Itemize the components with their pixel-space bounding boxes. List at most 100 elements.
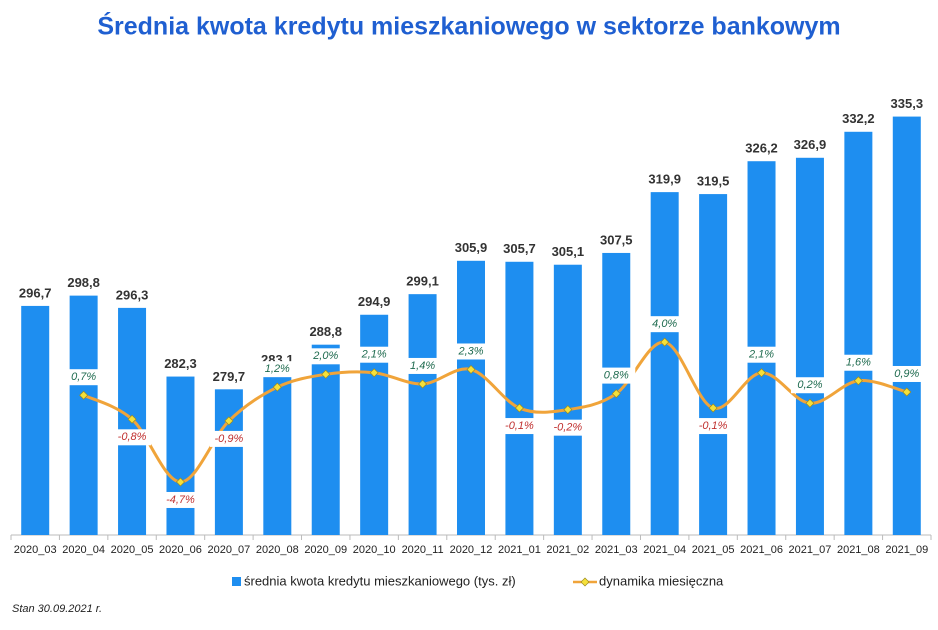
x-tick-label: 2021_05 — [692, 544, 735, 556]
line-label-bg — [161, 491, 200, 508]
x-tick-label: 2021_07 — [789, 544, 832, 556]
bar — [69, 295, 98, 535]
line-value-label: -4,7% — [166, 494, 195, 506]
bar — [650, 192, 679, 535]
bar-value-label: 332,2 — [842, 111, 875, 126]
chart-title: Średnia kwota kredytu mieszkaniowego w s… — [97, 11, 840, 41]
bar-value-label: 296,3 — [116, 287, 149, 302]
x-tick-label: 2020_06 — [159, 544, 202, 556]
x-tick-label: 2020_05 — [111, 544, 154, 556]
bar — [263, 372, 292, 535]
line-marker — [708, 403, 718, 413]
line-value-label: -0,1% — [505, 420, 534, 432]
bar-value-label: 296,7 — [19, 285, 52, 300]
bar-value-label: 298,8 — [67, 275, 100, 290]
x-tick-label: 2021_06 — [740, 544, 783, 556]
bar — [844, 131, 873, 536]
line-marker — [563, 405, 573, 415]
x-tick-label: 2020_10 — [353, 544, 396, 556]
line-marker — [902, 387, 912, 397]
x-tick-label: 2021_08 — [837, 544, 880, 556]
line-label-bg — [452, 343, 490, 360]
x-tick-label: 2021_04 — [643, 544, 686, 556]
x-tick-label: 2020_08 — [256, 544, 299, 556]
line-label-bg — [790, 377, 829, 394]
line-marker — [272, 382, 282, 392]
bar — [21, 305, 50, 535]
bar-value-label: 299,1 — [406, 274, 439, 289]
line-marker — [757, 368, 767, 378]
line-value-label: 0,2% — [797, 379, 822, 391]
line-label-bg — [113, 429, 152, 446]
bar — [408, 294, 437, 535]
line-label-bg — [209, 430, 248, 447]
bar-value-label: 335,3 — [891, 96, 924, 111]
bar — [505, 261, 534, 535]
line-label-bg — [64, 369, 103, 386]
line-value-label: 0,9% — [894, 368, 919, 380]
bar — [795, 157, 824, 535]
line-marker — [805, 398, 815, 408]
line-label-bg — [403, 357, 442, 374]
line-marker — [466, 364, 476, 374]
x-tick-label: 2021_01 — [498, 544, 541, 556]
line-value-label: 4,0% — [652, 318, 677, 330]
line-value-label: -0,1% — [699, 420, 728, 432]
bar-value-label: 307,5 — [600, 232, 633, 247]
x-tick-label: 2020_12 — [450, 544, 493, 556]
bar-value-label: 282,3 — [164, 356, 197, 371]
x-tick-label: 2021_02 — [546, 544, 589, 556]
line-marker — [321, 369, 331, 379]
line-value-label: 1,2% — [265, 363, 290, 375]
bar-value-label: 319,5 — [697, 174, 730, 189]
bar-value-label: 319,9 — [648, 172, 681, 187]
bar-value-label: 288,8 — [309, 324, 342, 339]
bar-value-label: 305,9 — [455, 240, 488, 255]
legend-label: dynamika miesięczna — [599, 573, 724, 588]
note: Stan 30.09.2021 r. — [12, 603, 102, 615]
line-marker — [660, 337, 670, 347]
bar-value-label: 294,9 — [358, 294, 391, 309]
line-value-label: 2,1% — [361, 349, 387, 361]
line-marker — [224, 416, 234, 426]
x-tick-label: 2020_11 — [402, 544, 444, 556]
line-marker — [611, 389, 621, 399]
bar-value-label: 326,2 — [745, 141, 778, 156]
x-tick-label: 2021_03 — [595, 544, 638, 556]
line-marker — [853, 376, 863, 386]
bar — [553, 264, 582, 535]
x-tick-label: 2021_09 — [885, 544, 928, 556]
line-value-label: 2,1% — [748, 349, 774, 361]
line-label-bg — [742, 346, 781, 363]
line-value-label: 1,4% — [410, 360, 435, 372]
line-label-bg — [839, 354, 878, 371]
bar — [457, 260, 485, 535]
x-tick-label: 2020_09 — [304, 544, 347, 556]
line-marker — [79, 390, 89, 400]
bar — [166, 376, 195, 535]
line-marker — [369, 368, 379, 378]
line-value-label: 2,0% — [312, 350, 338, 362]
line-label-bg — [887, 365, 926, 382]
line-value-label: -0,2% — [553, 422, 582, 434]
line-value-label: 2,3% — [457, 345, 483, 357]
bar-value-label: 305,1 — [552, 244, 585, 259]
line-value-label: -0,9% — [215, 433, 244, 445]
line-label-bg — [645, 316, 684, 333]
legend-swatch — [232, 577, 241, 586]
bar — [892, 116, 921, 535]
line-label-bg — [597, 367, 636, 384]
line-marker — [418, 379, 428, 389]
line — [82, 340, 908, 484]
x-tick-label: 2020_03 — [14, 544, 57, 556]
legend-marker — [580, 577, 590, 587]
line-label-bg — [500, 418, 539, 435]
line-label-bg — [694, 418, 733, 435]
x-tick-label: 2020_07 — [207, 544, 250, 556]
bar-value-label: 326,9 — [794, 137, 827, 152]
line-marker — [514, 403, 524, 413]
bar-value-label: 305,7 — [503, 241, 536, 256]
line-value-label: 1,6% — [846, 357, 871, 369]
